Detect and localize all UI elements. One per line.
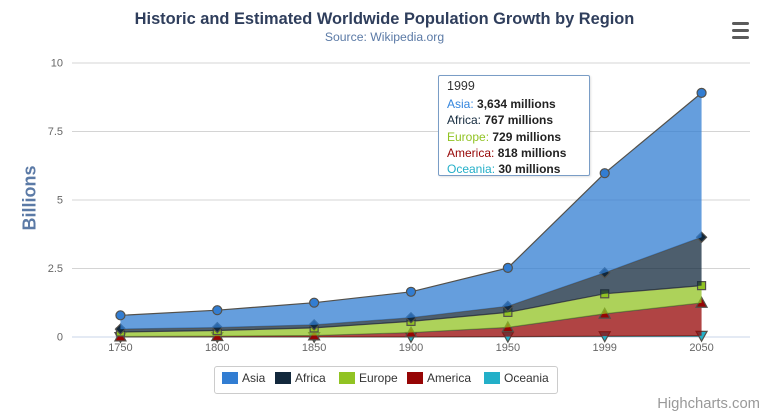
svg-text:1850: 1850 [302,342,326,354]
svg-text:7.5: 7.5 [48,126,63,138]
svg-text:1950: 1950 [496,342,520,354]
svg-text:2050: 2050 [689,342,713,354]
svg-text:1800: 1800 [205,342,229,354]
svg-text:1999: 1999 [592,342,616,354]
svg-text:10: 10 [51,58,63,70]
svg-text:1900: 1900 [399,342,423,354]
svg-text:0: 0 [57,332,63,344]
svg-text:2.5: 2.5 [48,263,63,275]
svg-text:5: 5 [57,195,63,207]
svg-text:1750: 1750 [108,342,132,354]
